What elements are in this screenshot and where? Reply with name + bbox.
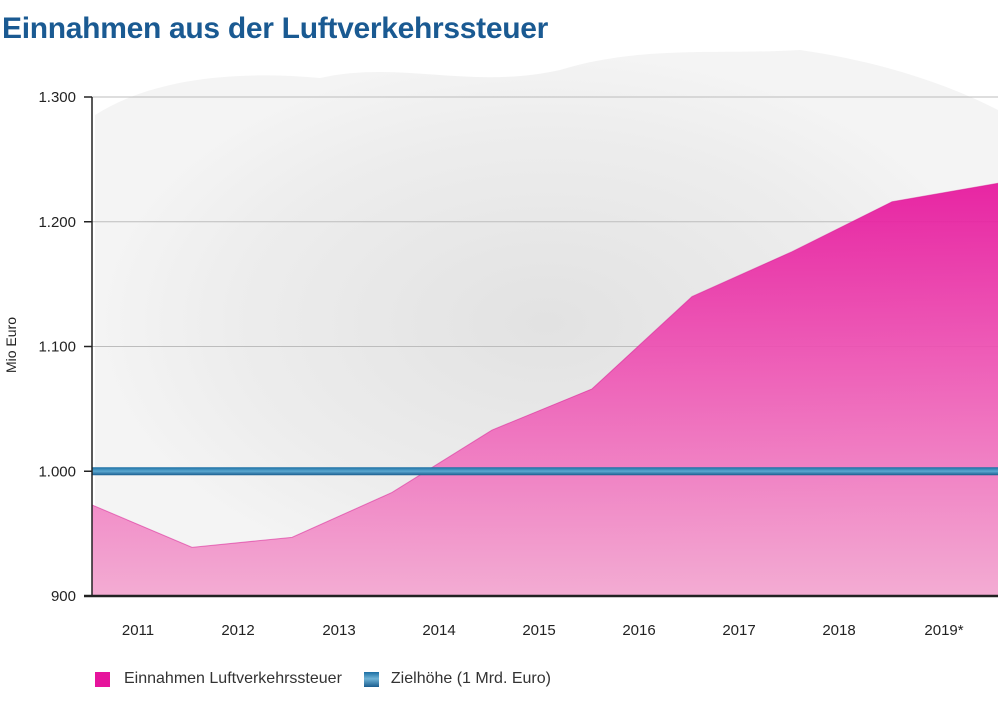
- x-tick-label: 2017: [722, 622, 755, 639]
- legend-swatch-revenue: [95, 671, 110, 687]
- legend-item-target: Zielhöhe (1 Mrd. Euro): [363, 670, 551, 688]
- x-tick-label: 2016: [622, 622, 655, 639]
- y-tick-label: 1.000: [38, 463, 76, 480]
- x-tick-labels: 2011 2012 2013 2014 2015 2016 2017 2018 2019*: [122, 622, 964, 639]
- y-tick-labels: 900 1.000 1.100 1.200 1.300: [38, 89, 76, 605]
- y-tick-label: 1.200: [38, 214, 76, 231]
- series-area-revenue: [92, 183, 998, 596]
- x-tick-label: 2018: [822, 622, 855, 639]
- legend: Einnahmen Luftverkehrssteuer Zielhöhe (1…: [95, 670, 573, 688]
- x-tick-label: 2019*: [924, 622, 963, 639]
- x-tick-label: 2014: [422, 622, 455, 639]
- y-tick-label: 1.100: [38, 339, 76, 356]
- series-line-target: [92, 467, 998, 476]
- y-tick-label: 1.300: [38, 89, 76, 106]
- legend-label-target: Zielhöhe (1 Mrd. Euro): [390, 670, 551, 687]
- legend-item-revenue: Einnahmen Luftverkehrssteuer: [95, 670, 342, 688]
- x-tick-label: 2012: [221, 622, 254, 639]
- legend-label-revenue: Einnahmen Luftverkehrssteuer: [124, 670, 342, 687]
- legend-swatch-target: [363, 671, 379, 687]
- x-tick-label: 2015: [522, 622, 555, 639]
- y-tick-label: 900: [51, 588, 76, 605]
- chart-title: Einnahmen aus der Luftverkehrssteuer: [2, 12, 549, 45]
- x-tick-label: 2013: [322, 622, 355, 639]
- series-layer: [91, 182, 999, 596]
- axes: [84, 96, 998, 598]
- series-line-revenue: [91, 182, 999, 548]
- y-axis-label: Mio Euro: [3, 317, 19, 373]
- x-tick-label: 2011: [122, 622, 154, 639]
